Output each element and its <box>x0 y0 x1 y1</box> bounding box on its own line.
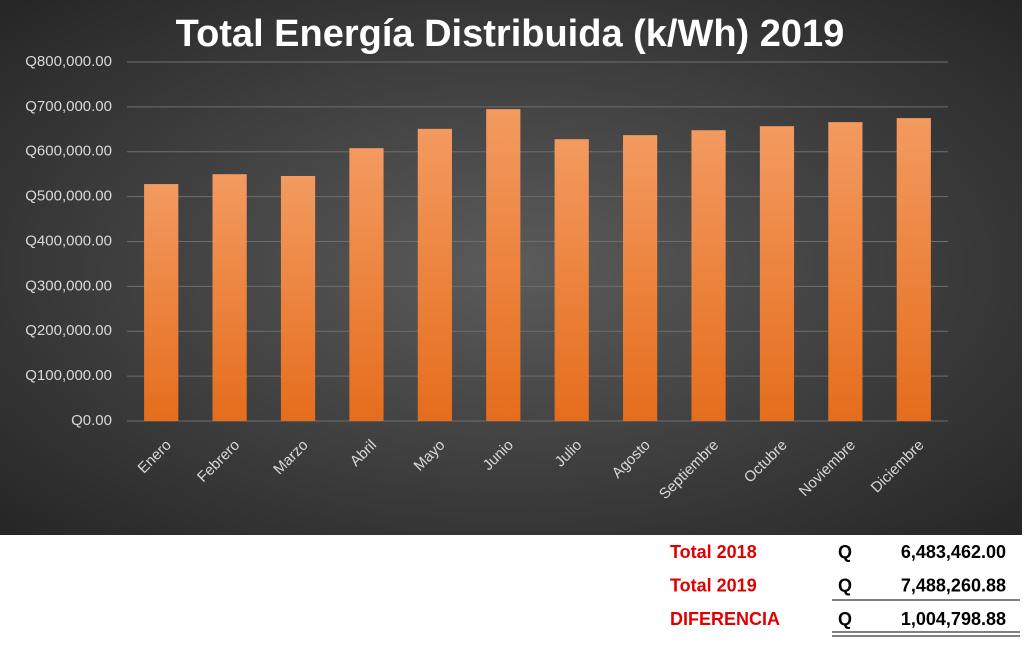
row-currency: Q <box>838 542 852 562</box>
summary-table: Total 2018 Q 6,483,462.00 Total 2019 Q 7,488,… <box>670 542 1020 637</box>
y-tick-label: Q600,000.00 <box>25 143 112 160</box>
chart-title: Total Energía Distribuida (k/Wh) 2019 <box>176 13 845 55</box>
y-tick-label: Q800,000.00 <box>25 53 112 70</box>
y-tick-label: Q400,000.00 <box>25 232 112 249</box>
bar <box>828 122 863 421</box>
bar <box>280 175 316 421</box>
row-label: Total 2019 <box>670 575 757 595</box>
row-currency: Q <box>838 609 852 629</box>
y-tick-label: Q100,000.00 <box>25 367 112 384</box>
bar <box>896 118 931 421</box>
bar <box>349 148 384 421</box>
row-label: DIFERENCIA <box>670 609 780 629</box>
bar <box>486 109 521 422</box>
bar <box>691 130 726 421</box>
y-tick-label: Q500,000.00 <box>25 188 112 205</box>
y-tick-label: Q0.00 <box>71 412 112 429</box>
y-tick-label: Q300,000.00 <box>25 277 112 294</box>
bar <box>144 184 179 421</box>
bar <box>759 126 795 421</box>
y-tick-label: Q200,000.00 <box>25 322 112 339</box>
y-tick-label: Q700,000.00 <box>25 98 112 115</box>
row-amount: 7,488,260.88 <box>901 575 1006 595</box>
bar <box>554 139 589 421</box>
bar <box>417 128 452 421</box>
row-amount: 1,004,798.88 <box>901 609 1006 629</box>
row-label: Total 2018 <box>670 542 757 562</box>
row-currency: Q <box>838 575 852 595</box>
bar <box>623 135 658 422</box>
bar <box>212 174 247 421</box>
row-amount: 6,483,462.00 <box>901 542 1006 562</box>
